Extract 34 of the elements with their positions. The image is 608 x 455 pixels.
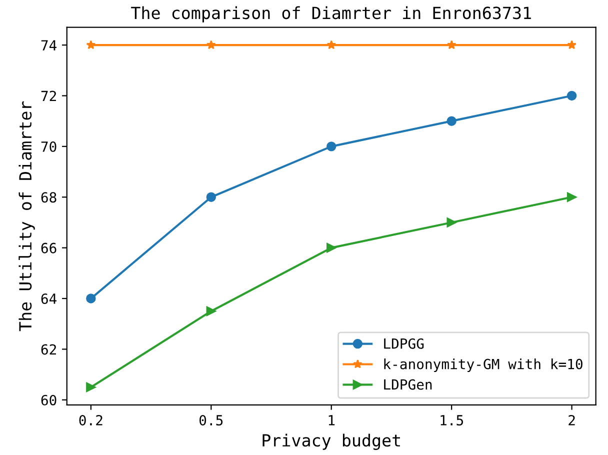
legend-label: LDPGen [384,379,432,390]
y-tick-label: 72 [41,90,56,102]
point [446,116,456,126]
point [326,242,336,253]
point [567,40,576,50]
y-axis-title: The Utility of Diamrter [18,101,35,332]
y-tick-label: 70 [41,141,56,152]
x-tick-label: 0.5 [200,414,223,426]
point [566,192,577,202]
point [326,40,336,50]
chart-title: The comparison of Diamrter in Enron63731 [131,6,531,22]
point [206,192,216,202]
point [446,40,456,50]
point [206,40,216,50]
point [206,306,216,316]
y-tick-label: 64 [41,294,56,304]
legend-label: k-anonymity-GM with k=10 [384,358,582,372]
y-tick-label: 60 [41,394,56,406]
point [326,142,336,152]
legend-label: LDPGG [384,338,424,349]
point [446,218,456,228]
x-tick-label: 1.5 [440,415,464,426]
point [86,382,96,392]
point [86,40,96,50]
y-tick-label: 66 [41,242,56,254]
x-tick-label: 1 [328,415,335,426]
y-tick-label: 74 [41,40,56,50]
y-tick-label: 68 [41,192,56,203]
x-axis-title: Privacy budget [262,434,400,450]
x-tick-label: 2 [568,414,575,426]
point [566,90,577,101]
x-tick-label: 0.2 [79,414,102,426]
y-tick-label: 62 [41,344,56,355]
point [86,294,96,304]
